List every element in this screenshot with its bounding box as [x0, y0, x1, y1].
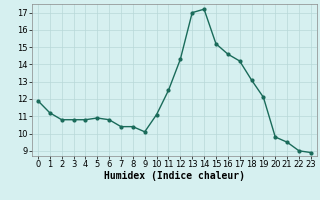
X-axis label: Humidex (Indice chaleur): Humidex (Indice chaleur)	[104, 171, 245, 181]
